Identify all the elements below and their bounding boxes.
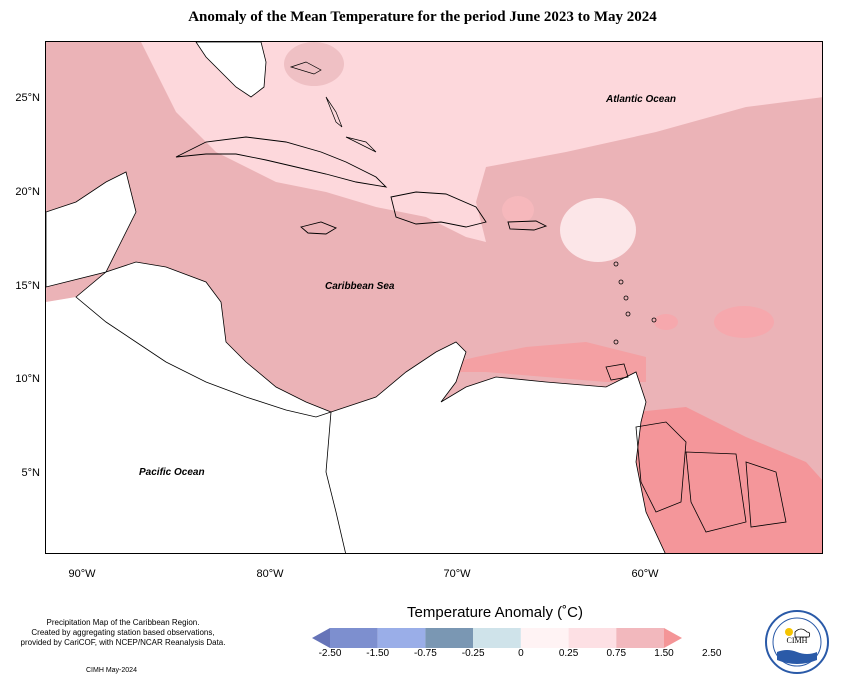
- puerto-rico-land: [507, 220, 548, 231]
- anomaly-map-graphic: [46, 42, 822, 553]
- guianas-borders: [635, 421, 787, 533]
- logo-graphic: [772, 617, 822, 667]
- yucatan-land: [46, 171, 137, 288]
- legend-tick-label: 1.50: [654, 648, 674, 659]
- lon-tick-60w: 60°W: [631, 568, 659, 580]
- anomaly-field-0.25-0.75: [141, 42, 822, 242]
- legend-swatch: [616, 628, 664, 648]
- legend-tick-label: 0.75: [606, 648, 627, 659]
- legend-swatch: [330, 628, 378, 648]
- legend-swatch: [473, 628, 521, 648]
- anomaly-spot-pr: [502, 196, 534, 224]
- jamaica-land: [300, 221, 338, 235]
- map-canvas: [45, 41, 823, 554]
- lon-tick-80w: 80°W: [256, 568, 284, 580]
- legend-title: Temperature Anomaly (˚C): [407, 604, 583, 621]
- lat-tick-25n: 25°N: [15, 92, 40, 104]
- anomaly-spot-light: [560, 198, 636, 262]
- legend-swatch-high: [664, 628, 682, 648]
- legend-swatch-low: [312, 628, 330, 648]
- lat-tick-15n: 15°N: [15, 280, 40, 292]
- credits-date: CIMH May-2024: [86, 667, 137, 674]
- anomaly-spot-bahamas: [284, 42, 344, 86]
- map-title: Anomaly of the Mean Temperature for the …: [188, 9, 657, 25]
- cuba-land: [175, 136, 388, 188]
- map-credits: Precipitation Map of the Caribbean Regio…: [18, 618, 228, 648]
- logo-text: CIMH: [786, 636, 808, 645]
- cimh-logo: CIMH: [765, 610, 829, 674]
- lat-tick-10n: 10°N: [15, 373, 40, 385]
- lon-tick-90w: 90°W: [68, 568, 96, 580]
- legend-swatch: [520, 628, 569, 648]
- trinidad-land: [605, 363, 629, 381]
- anomaly-spot-atlantic-2: [654, 314, 678, 330]
- credits-line-2: Created by aggregating station based obs…: [31, 628, 215, 637]
- lesser-antilles: [613, 261, 657, 345]
- central-america-land: [75, 261, 333, 418]
- label-caribbean-sea: Caribbean Sea: [325, 281, 395, 292]
- anomaly-field-1.50-2.50-coast: [416, 342, 646, 382]
- legend-tick-label: -2.50: [318, 648, 342, 659]
- legend-tick-label: 0.25: [558, 648, 579, 659]
- legend-swatch: [377, 628, 426, 648]
- legend-colorbar: [312, 628, 682, 648]
- label-pacific-ocean: Pacific Ocean: [139, 467, 205, 478]
- lat-tick-20n: 20°N: [15, 186, 40, 198]
- anomaly-field-1.50-2.50-guianas: [636, 407, 822, 553]
- legend-tick-label: -0.25: [461, 648, 485, 659]
- legend-swatch: [568, 628, 617, 648]
- legend-tick-label: -0.75: [414, 648, 437, 659]
- south-america-land: [325, 341, 666, 553]
- legend-tick-label: 2.50: [701, 648, 722, 659]
- lon-tick-70w: 70°W: [443, 568, 471, 580]
- label-atlantic-ocean: Atlantic Ocean: [606, 94, 677, 105]
- credits-line-3: provided by CariCOF, with NCEP/NCAR Rean…: [20, 638, 226, 647]
- anomaly-spot-atlantic-1: [714, 306, 774, 338]
- bahamas-islands: [289, 61, 377, 153]
- legend-tick-label: 0: [518, 648, 524, 659]
- lat-tick-5n: 5°N: [21, 467, 40, 479]
- legend-tick-label: -1.50: [366, 648, 390, 659]
- credits-line-1: Precipitation Map of the Caribbean Regio…: [46, 618, 200, 627]
- florida-land: [195, 42, 267, 98]
- hispaniola-land: [390, 191, 487, 228]
- pacific-white-area: [46, 297, 376, 553]
- legend-swatch: [425, 628, 474, 648]
